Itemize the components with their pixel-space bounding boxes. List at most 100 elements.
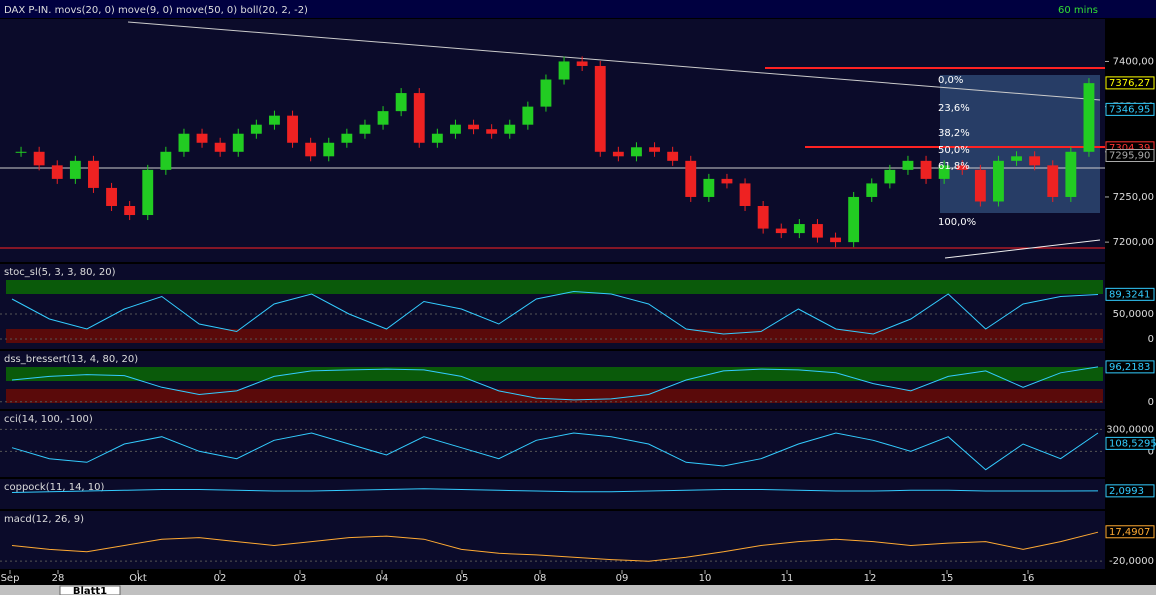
- candle: [594, 65, 606, 152]
- value-tag-label: 2,0993: [1109, 486, 1144, 497]
- timeframe: 60 mins: [1058, 5, 1098, 16]
- value-tag: [1105, 102, 1155, 116]
- x-tick-label: 04: [376, 573, 389, 584]
- sheet-tab[interactable]: [59, 585, 121, 595]
- x-tick-label: 11: [781, 573, 794, 584]
- candle: [468, 124, 479, 130]
- y-tick-label: 300,0000: [1106, 424, 1154, 435]
- fib-label: 61,8%: [938, 161, 970, 172]
- indicator-line: [11, 290, 1099, 335]
- fib-label: 100,0%: [938, 217, 976, 228]
- value-tag: [1105, 287, 1155, 301]
- candle: [558, 61, 570, 80]
- candle: [649, 147, 660, 152]
- y-tick-label: 7200,00: [1113, 237, 1154, 248]
- candle: [884, 169, 896, 184]
- value-tag-label: 96,2183: [1109, 362, 1150, 373]
- candle: [504, 124, 516, 134]
- x-tick-label: Okt: [129, 573, 147, 584]
- trend-line: [127, 21, 1101, 101]
- candle: [178, 133, 190, 152]
- value-tag: [1105, 148, 1155, 162]
- overbought-band: [6, 367, 1103, 381]
- panel-label: stoc_sl(5, 3, 3, 80, 20): [4, 267, 116, 278]
- panel-area: [0, 511, 1105, 569]
- panel-label: macd(12, 26, 9): [4, 514, 84, 525]
- candle: [214, 142, 226, 152]
- indicator-line: [11, 488, 1099, 493]
- candle: [196, 133, 208, 143]
- indicator-line: [11, 366, 1099, 401]
- tab-bar: [0, 585, 1156, 595]
- y-tick-label: 0: [1148, 446, 1154, 457]
- candle: [486, 129, 498, 134]
- value-tag-label: 7295,90: [1109, 150, 1150, 161]
- candle: [866, 183, 878, 197]
- candle: [830, 237, 841, 243]
- candle: [1029, 156, 1041, 166]
- candle: [69, 160, 81, 179]
- panel-label: cci(14, 100, -100): [4, 414, 93, 425]
- value-tag-label: 7346,95: [1109, 104, 1150, 115]
- candle: [540, 79, 552, 107]
- fib-label: 23,6%: [938, 103, 970, 114]
- value-tag-label: 108,5295: [1109, 438, 1156, 449]
- candle: [938, 165, 950, 179]
- panel-label: coppock(11, 14, 10): [4, 482, 105, 493]
- candle: [395, 93, 407, 112]
- candle: [522, 106, 534, 125]
- y-tick-label: 7250,00: [1113, 192, 1154, 203]
- candle: [431, 133, 443, 143]
- candle: [15, 151, 27, 153]
- candle: [1047, 165, 1059, 197]
- candle: [250, 124, 262, 134]
- oversold-band: [6, 329, 1103, 343]
- x-tick-label: 02: [214, 573, 227, 584]
- value-tag-label: 89,3241: [1109, 289, 1150, 300]
- candle: [920, 160, 932, 179]
- candle: [612, 151, 624, 157]
- x-tick-label: 10: [699, 573, 712, 584]
- chart-title: DAX P-IN. movs(20, 0) move(9, 0) move(50…: [4, 5, 308, 16]
- y-tick-label: 0: [1148, 334, 1154, 345]
- candle: [1011, 156, 1022, 161]
- x-tick-label: 03: [294, 573, 307, 584]
- fib-label: 0,0%: [938, 75, 963, 86]
- candle: [667, 151, 679, 161]
- candle: [51, 165, 63, 179]
- y-tick-label: 50,0000: [1113, 309, 1154, 320]
- candle: [685, 160, 697, 197]
- value-tag: [1105, 484, 1155, 498]
- candle: [631, 147, 642, 157]
- x-tick-label: 08: [534, 573, 547, 584]
- value-tag-label: 17,4907: [1109, 527, 1150, 538]
- sheet-tab-label[interactable]: Blatt1: [73, 586, 107, 595]
- value-tag: [1105, 436, 1155, 450]
- panel-area: [0, 411, 1105, 477]
- candle: [305, 142, 317, 157]
- candle: [703, 178, 715, 197]
- value-tag: [1105, 360, 1155, 374]
- candle: [993, 160, 1004, 202]
- indicator-line: [11, 432, 1099, 471]
- candle: [739, 183, 751, 206]
- panel-area: [0, 479, 1105, 509]
- candle: [287, 115, 298, 143]
- value-tag-label: 7376,27: [1109, 78, 1150, 89]
- y-tick-label: 0: [1148, 397, 1154, 408]
- candle: [775, 228, 787, 234]
- candle: [142, 169, 154, 216]
- candle: [124, 205, 136, 216]
- value-tag: [1105, 76, 1155, 90]
- candle: [757, 205, 769, 229]
- candle: [576, 61, 588, 66]
- candle: [902, 160, 914, 170]
- candle: [269, 115, 280, 125]
- candle: [413, 93, 425, 143]
- x-tick-label: Sep: [1, 573, 20, 584]
- candle: [160, 151, 172, 170]
- panel-label: dss_bressert(13, 4, 80, 20): [4, 354, 138, 365]
- value-tag-label: 7304,39: [1109, 143, 1150, 154]
- candle: [106, 187, 117, 206]
- x-tick-label: 12: [864, 573, 877, 584]
